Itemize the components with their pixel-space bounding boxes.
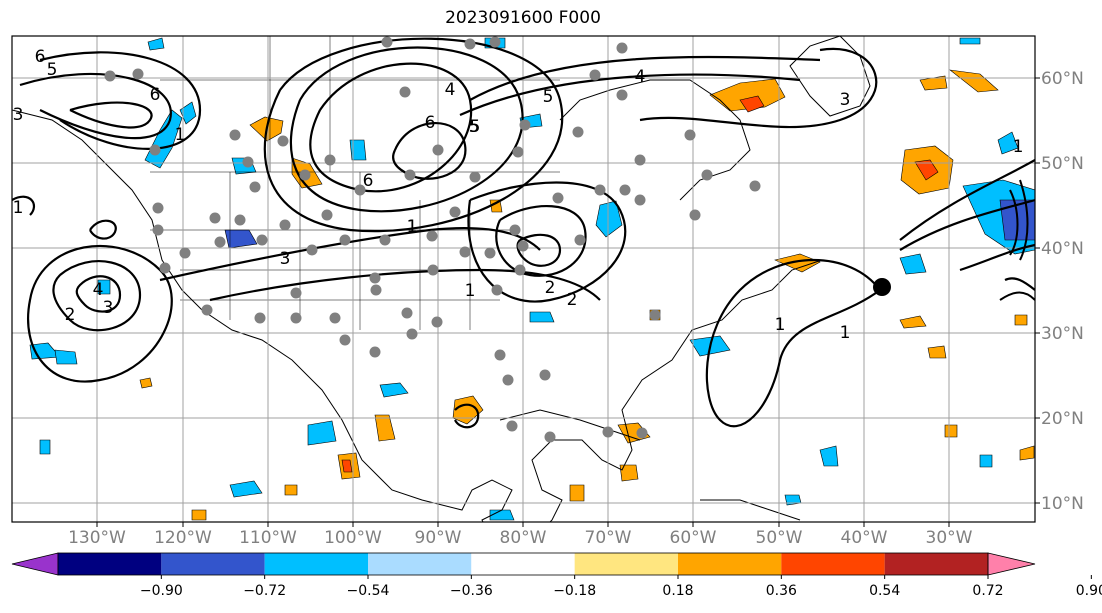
contour-label: 1 (1013, 137, 1024, 157)
contour-label: 1 (775, 315, 786, 335)
political-borders (150, 36, 560, 330)
map-title: 2023091600 F000 (445, 8, 601, 28)
colorbar-segment (368, 553, 472, 575)
contour-label: 6 (35, 47, 46, 67)
latitude-labels: 60°N 50°N 40°N 30°N 20°N 10°N (1041, 69, 1084, 514)
lat-label: 20°N (1041, 409, 1084, 429)
contour-label: 1 (175, 125, 186, 145)
lon-label: 110°W (239, 528, 297, 548)
tick-marks (96, 77, 1040, 527)
colorbar-tick-label: 0.18 (662, 583, 693, 599)
coastlines (12, 36, 871, 522)
colorbar-tick-label: −0.90 (140, 583, 183, 599)
colorbar-tick-label: −0.72 (243, 583, 286, 599)
contour-label: 3 (103, 298, 114, 318)
lon-label: 50°W (756, 528, 803, 548)
lon-label: 70°W (585, 528, 632, 548)
colorbar-outline (57, 552, 989, 576)
contour-label: 1 (407, 217, 418, 237)
contour-label: 4 (93, 280, 104, 300)
colorbar-tick-labels: −0.90 −0.72 −0.54 −0.36 −0.18 0.18 0.36 0.54 0.7… (140, 575, 1102, 599)
lon-label: 120°W (154, 528, 212, 548)
colorbar-tick-label: −0.18 (553, 583, 596, 599)
contour-label: 2 (545, 278, 556, 298)
graticule (12, 36, 1035, 522)
colorbar-segment (264, 553, 368, 575)
contour-label: 1 (13, 198, 24, 218)
intense-contours (999, 179, 1035, 301)
highlight-marker (873, 278, 891, 296)
colorbar-tick-label: 0.90 (1076, 583, 1102, 599)
colorbar-segment (471, 553, 575, 575)
contour-label: 2 (65, 305, 76, 325)
colorbar-tick-label: −0.54 (347, 583, 390, 599)
station-markers (104, 36, 761, 443)
lon-label: 90°W (415, 528, 462, 548)
contour-label: 1 (840, 323, 851, 343)
positive-anomaly-areas (139, 69, 1035, 521)
colorbar-segment (884, 553, 988, 575)
contour-label: 3 (280, 249, 291, 269)
colorbar-tick-label: −0.36 (450, 583, 493, 599)
colorbar-segment (678, 553, 782, 575)
colorbar-segment (781, 553, 885, 575)
longitude-labels: 130°W 120°W 110°W 100°W 90°W 80°W 70°W 60°W 50°W… (68, 528, 973, 548)
lat-label: 40°N (1041, 239, 1084, 259)
contour-label: 3 (840, 90, 851, 110)
contour-label: 4 (635, 67, 646, 87)
lon-label: 80°W (500, 528, 547, 548)
lat-label: 50°N (1041, 154, 1084, 174)
lon-label: 40°W (841, 528, 888, 548)
lon-label: 30°W (926, 528, 973, 548)
contour-label: 4 (445, 80, 456, 100)
lon-label: 130°W (68, 528, 126, 548)
contour-label: 5 (469, 117, 480, 137)
contour-label: 3 (13, 105, 24, 125)
colorbar-tick-label: 0.72 (972, 583, 1003, 599)
colorbar-extend-low (11, 552, 59, 576)
colorbar-segment (161, 553, 265, 575)
contour-lines (12, 37, 1035, 429)
lon-label: 60°W (670, 528, 717, 548)
contour-label: 5 (470, 117, 481, 137)
lon-label: 100°W (324, 528, 382, 548)
contour-label: 6 (363, 171, 374, 191)
lat-label: 60°N (1041, 69, 1084, 89)
colorbar-tick-label: 0.36 (766, 583, 797, 599)
colorbar (11, 552, 1036, 576)
contour-label: 2 (567, 290, 578, 310)
colorbar-extend-high (987, 552, 1036, 576)
colorbar-tick-label: 0.54 (869, 583, 900, 599)
colorbar-segment (574, 553, 678, 575)
contour-label: 6 (425, 113, 436, 133)
lat-label: 10°N (1041, 494, 1084, 514)
colorbar-segment (58, 553, 162, 575)
contour-label: 1 (465, 281, 476, 301)
contour-label: 5 (47, 60, 58, 80)
contour-label: 1 (407, 217, 418, 237)
contour-label: 6 (150, 85, 161, 105)
contour-label: 5 (543, 87, 554, 107)
lat-label: 30°N (1041, 324, 1084, 344)
